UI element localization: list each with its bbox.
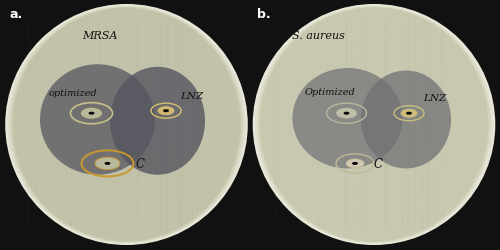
Circle shape — [352, 162, 358, 165]
Ellipse shape — [10, 8, 243, 242]
Text: Optimized: Optimized — [305, 88, 356, 97]
Ellipse shape — [254, 6, 494, 244]
Ellipse shape — [12, 9, 240, 241]
Circle shape — [158, 107, 174, 115]
Circle shape — [346, 159, 364, 168]
Circle shape — [104, 162, 110, 165]
Circle shape — [163, 110, 169, 113]
Circle shape — [344, 112, 349, 115]
Text: C: C — [374, 157, 383, 170]
Ellipse shape — [40, 65, 155, 175]
Ellipse shape — [292, 69, 403, 169]
Ellipse shape — [260, 9, 488, 241]
Circle shape — [336, 109, 356, 119]
Ellipse shape — [361, 71, 451, 169]
Text: S. aureus: S. aureus — [292, 31, 346, 41]
Circle shape — [401, 110, 417, 118]
Text: LNZ: LNZ — [423, 94, 446, 102]
Circle shape — [82, 109, 102, 119]
Text: MRSA: MRSA — [82, 31, 118, 41]
Ellipse shape — [258, 8, 490, 242]
Circle shape — [406, 112, 412, 115]
Circle shape — [88, 112, 94, 115]
Text: b.: b. — [258, 8, 271, 20]
Ellipse shape — [6, 6, 247, 244]
Text: LNZ: LNZ — [180, 91, 203, 100]
Ellipse shape — [110, 68, 205, 175]
Text: a.: a. — [10, 8, 23, 20]
Text: C: C — [136, 157, 145, 170]
Circle shape — [95, 158, 120, 170]
Text: optimized: optimized — [49, 88, 98, 98]
